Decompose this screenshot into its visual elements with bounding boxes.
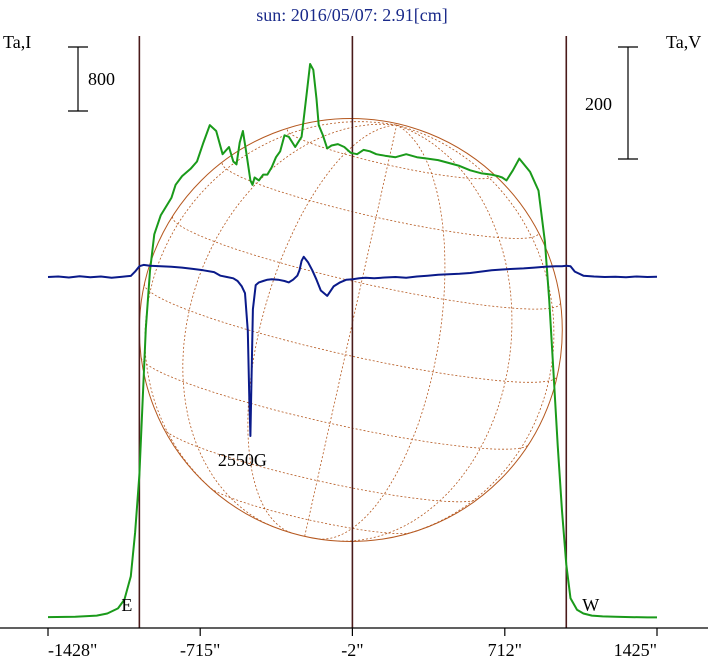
x-axis-ticks: -1428" -715" -2" 712" 1425"	[47, 628, 658, 660]
x-tick-label: -1428"	[48, 640, 97, 660]
latitude-line	[221, 163, 539, 239]
east-limb-label: E	[121, 595, 132, 615]
latitude-line	[144, 283, 558, 383]
left-scale-bar-label: 800	[88, 69, 115, 89]
intensity-series-line	[47, 63, 657, 619]
annotations: E W 2550G	[121, 450, 599, 615]
left-axis-label: Ta,I	[3, 32, 31, 52]
solar-disk	[138, 118, 563, 542]
latitude-line	[163, 428, 479, 503]
right-axis-label: Ta,V	[666, 32, 701, 52]
latitude-line	[140, 357, 529, 450]
x-tick-label: 712"	[488, 640, 522, 660]
west-limb-label: W	[582, 595, 599, 615]
x-tick-label: -715"	[180, 640, 220, 660]
x-tick-label: 1425"	[614, 640, 657, 660]
x-tick-label: -2"	[341, 640, 363, 660]
left-scale-bar	[68, 46, 88, 112]
longitude-line	[247, 124, 397, 534]
field-strength-annotation: 2550G	[218, 450, 267, 470]
marker-lines	[138, 36, 568, 628]
chart-title: sun: 2016/05/07: 2.91[cm]	[256, 5, 448, 25]
series-lines	[47, 63, 658, 619]
polarization-series-line	[47, 255, 658, 437]
longitude-line	[318, 124, 446, 540]
longitude-line	[338, 124, 513, 542]
longitude-line	[182, 123, 397, 527]
latitude-line	[210, 487, 411, 534]
longitude-line	[304, 125, 397, 537]
right-scale-bar	[618, 46, 638, 160]
right-scale-bar-label: 200	[585, 94, 612, 114]
